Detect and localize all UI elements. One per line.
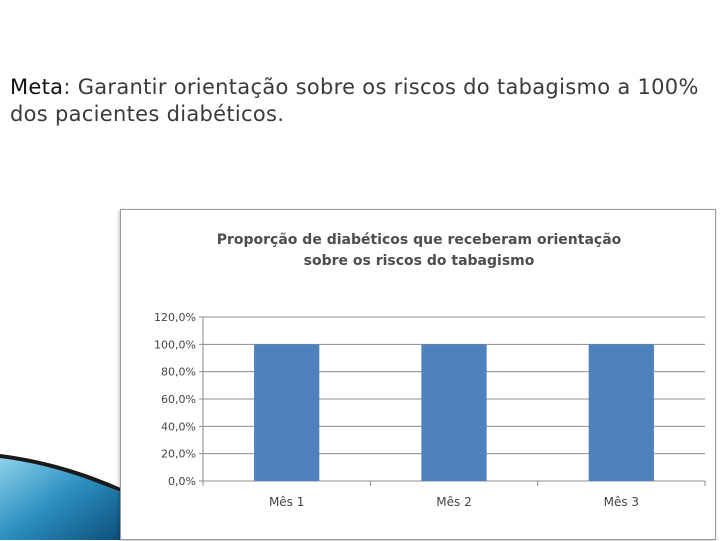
bar xyxy=(254,344,320,481)
bar xyxy=(588,344,654,481)
y-tick-label: 100,0% xyxy=(154,338,196,351)
chart-frame: Proporção de diabéticos que receberam or… xyxy=(120,209,716,540)
bar-chart: 0,0% 20,0% 40,0% 60,0% 80,0% 100,0% 120,0% Mês … xyxy=(154,311,706,509)
goal-statement: Meta: Garantir orientação sobre os risco… xyxy=(10,74,710,128)
goal-label: Meta xyxy=(10,75,64,99)
y-tick-label: 0,0% xyxy=(168,475,196,488)
bar xyxy=(421,344,487,481)
y-tick-label: 20,0% xyxy=(161,448,196,461)
x-category-label: Mês 3 xyxy=(604,495,639,509)
goal-text: : Garantir orientação sobre os riscos do… xyxy=(10,75,699,126)
y-tick-label: 60,0% xyxy=(161,393,196,406)
y-tick-label: 120,0% xyxy=(154,311,196,324)
x-category-label: Mês 1 xyxy=(269,495,304,509)
x-category-label: Mês 2 xyxy=(436,495,471,509)
y-tick-label: 80,0% xyxy=(161,366,196,379)
chart-title-line-2: sobre os riscos do tabagismo xyxy=(303,253,535,269)
chart-title-line-1: Proporção de diabéticos que receberam or… xyxy=(216,232,622,248)
chart-title: Proporção de diabéticos que receberam or… xyxy=(121,230,717,272)
y-tick-label: 40,0% xyxy=(161,420,196,433)
